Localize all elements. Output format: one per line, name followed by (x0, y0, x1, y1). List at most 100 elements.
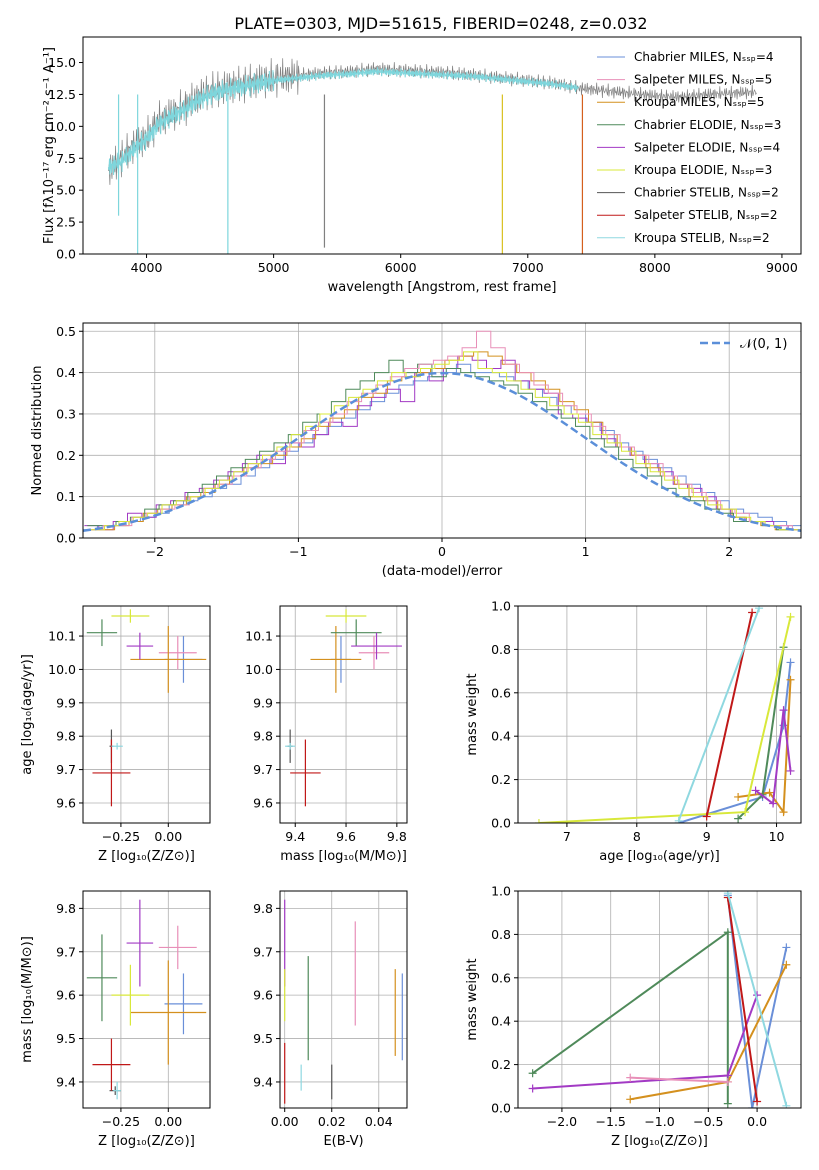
histogram-step-series (87, 359, 801, 531)
legend-entry-label: Chabrier ELODIE, Nₛₛₚ=3 (634, 118, 781, 132)
y-tick-label: 10.1 (245, 629, 273, 644)
y-tick-label: 0.8 (491, 927, 511, 942)
x-tick-label: −0.5 (693, 1114, 723, 1129)
x-tick-label: 0.04 (365, 1114, 393, 1129)
plus-marker (534, 819, 543, 823)
x-tick-label: 9.8 (387, 829, 407, 844)
y-tick-label: 10.1 (48, 629, 76, 644)
x-tick-label: 0.02 (318, 1114, 346, 1129)
age-vs-mass-axes-frame (279, 605, 408, 824)
error-bar-point (126, 899, 154, 987)
x-tick-label: 0.00 (271, 1114, 299, 1129)
plus-marker (741, 808, 750, 817)
residual-histogram-x-axis-label: (data-model)/error (382, 564, 503, 579)
x-tick-label: 0.00 (154, 1114, 182, 1129)
plus-marker (723, 1077, 732, 1086)
weight-vs-age-x-axis-label: age [log₁₀(age/yr)] (599, 849, 720, 864)
histogram-step-series (88, 330, 801, 531)
weight-vs-metallicity-panel: −2.0 −1.5 −1.0 −0.5 0.0 0.0 0.2 0.4 0.6 0.8 1.0 Z [… (465, 884, 802, 1149)
x-tick-label: 7 (563, 829, 571, 844)
y-tick-label: 0.1 (56, 489, 76, 504)
plus-marker (748, 1104, 757, 1108)
y-tick-label: 0.4 (491, 729, 511, 744)
mass-vs-ebv-plot-area (284, 899, 403, 1104)
legend-entry-label: Salpeter STELIB, Nₛₛₚ=2 (634, 208, 778, 222)
y-tick-label: 0.8 (491, 642, 511, 657)
plus-marker (769, 799, 778, 808)
age-vs-mass-x-axis-label: mass [log₁₀(M/M⊙)] (280, 849, 407, 864)
plus-marker (528, 1069, 537, 1078)
error-bar-point (92, 739, 131, 807)
age-vs-mass-panel: 9.4 9.6 9.8 9.6 9.7 9.8 9.9 10.0 10.1 mass [log₁₀… (245, 605, 408, 864)
plus-marker (782, 943, 791, 952)
weight-vs-age-y-axis-label: mass weight (465, 673, 480, 755)
y-tick-label: 0.6 (491, 970, 511, 985)
mass-weight-line (726, 892, 788, 1107)
plus-marker (626, 1095, 635, 1104)
y-tick-label: 9.8 (253, 901, 273, 916)
y-tick-label: 7.5 (56, 151, 76, 166)
plus-marker (734, 814, 743, 823)
y-tick-label: 0.5 (56, 324, 76, 339)
residual-histogram-plot-area (83, 330, 801, 533)
figure-title: PLATE=0303, MJD=51615, FIBERID=0248, z=0… (234, 14, 647, 33)
mass-weight-line (726, 895, 788, 1108)
x-tick-label: 0.00 (154, 829, 182, 844)
y-tick-label: 2.5 (56, 215, 76, 230)
legend-entry-label: Salpeter MILES, Nₛₛₚ=5 (634, 73, 772, 87)
mass-vs-metallicity-axes-frame (82, 890, 211, 1109)
y-tick-label: 9.6 (253, 795, 273, 810)
x-tick-label: 9.4 (285, 829, 305, 844)
legend-entry-label: Salpeter ELODIE, Nₛₛₚ=4 (634, 140, 780, 154)
y-tick-label: 9.9 (56, 695, 76, 710)
y-tick-label: 9.8 (56, 901, 76, 916)
legend-entry-label: Chabrier MILES, Nₛₛₚ=4 (634, 50, 774, 64)
age-vs-mass-plot-area (285, 609, 402, 807)
y-tick-label: 15.0 (48, 55, 76, 70)
x-tick-label: −1 (289, 544, 307, 559)
x-tick-label: 4000 (131, 260, 163, 275)
x-tick-label: 9 (703, 829, 711, 844)
plus-marker (782, 960, 791, 969)
mass-weight-line (755, 710, 792, 806)
plus-marker (723, 1099, 732, 1108)
y-tick-label: 0.0 (56, 247, 76, 262)
mass-vs-metallicity-plot-area (86, 899, 207, 1100)
plus-marker (765, 788, 774, 797)
x-tick-label: 7000 (512, 260, 544, 275)
normal-distribution-curve (83, 371, 801, 533)
x-tick-label: −1.5 (596, 1114, 626, 1129)
mass-vs-ebv-x-axis-label: E(B-V) (323, 1134, 363, 1149)
plus-marker (753, 1097, 762, 1106)
error-bar-point (86, 619, 118, 647)
x-tick-label: 8000 (639, 260, 671, 275)
plus-marker (786, 675, 795, 684)
mass-weight-line (630, 1076, 728, 1083)
y-tick-label: 9.7 (253, 762, 273, 777)
spectrum-panel: Chabrier MILES, Nₛₛₚ=4 Salpeter MILES, Nₛ… (42, 36, 802, 295)
error-bar-point (358, 636, 390, 670)
error-bar-point (290, 739, 321, 807)
weight-vs-metallicity-x-axis-label: Z [log₁₀(Z/Z⊙)] (611, 1134, 708, 1149)
y-tick-label: 0.0 (491, 816, 511, 831)
residual-histogram-panel: 𝒩(0, 1) −2 −1 0 1 2 0.0 0.1 0.2 0.3 0.4 0.5 (data-mo… (30, 322, 802, 579)
error-bar-point (111, 964, 150, 1026)
mass-weight-line (538, 616, 792, 823)
y-tick-label: 0.4 (56, 365, 76, 380)
legend-entry-label: Kroupa STELIB, Nₛₛₚ=2 (634, 231, 770, 245)
y-tick-label: 0.4 (491, 1014, 511, 1029)
y-tick-label: 10.0 (48, 119, 76, 134)
mass-weight-line (677, 607, 761, 822)
y-tick-label: 9.7 (56, 944, 76, 959)
spectrum-plot-area (107, 58, 757, 254)
error-bar-point (158, 925, 197, 970)
plus-marker (702, 812, 711, 821)
error-bar-point (113, 1081, 121, 1100)
histogram-step-series (83, 363, 801, 531)
plus-marker (734, 792, 743, 801)
error-bar-point (111, 609, 150, 623)
error-bar-point (130, 960, 207, 1065)
age-vs-metallicity-panel: −0.25 0.00 9.6 9.7 9.8 9.9 10.0 10.1 Z [log₁₀(Z/… (20, 605, 211, 864)
y-tick-label: 9.7 (56, 762, 76, 777)
